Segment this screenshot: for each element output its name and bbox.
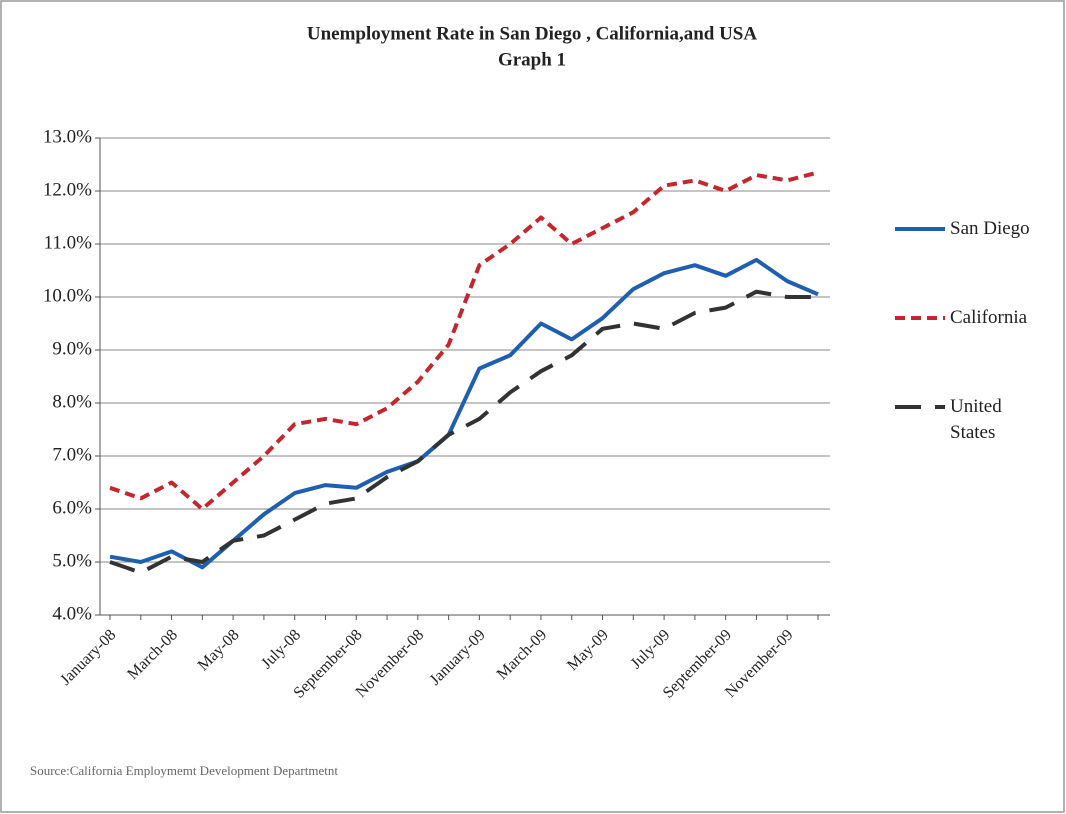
y-tick-label: 5.0%: [52, 550, 92, 571]
y-tick-label: 10.0%: [43, 285, 92, 306]
y-tick-label: 12.0%: [43, 179, 92, 200]
legend-item: California: [950, 307, 1028, 328]
chart-title: Unemployment Rate in San Diego , Califor…: [307, 23, 757, 44]
series-line: [109, 170, 819, 511]
y-tick-label: 8.0%: [52, 391, 92, 412]
y-tick-label: 13.0%: [43, 126, 92, 147]
legend-label: California: [950, 307, 1028, 328]
y-tick-label: 7.0%: [52, 444, 92, 465]
series-line: [109, 289, 818, 575]
legend-label: San Diego: [950, 218, 1030, 239]
legend-item: San Diego: [950, 218, 1030, 239]
chart-subtitle: Graph 1: [498, 49, 566, 70]
legend-item: United States: [950, 396, 1002, 443]
y-tick-label: 11.0%: [44, 232, 93, 253]
y-tick-label: 4.0%: [52, 603, 92, 624]
source-note: Source:California Employmemt Development…: [30, 763, 338, 778]
y-tick-label: 6.0%: [52, 497, 92, 518]
legend-label: United States: [950, 396, 1002, 443]
y-tick-label: 9.0%: [52, 338, 92, 359]
